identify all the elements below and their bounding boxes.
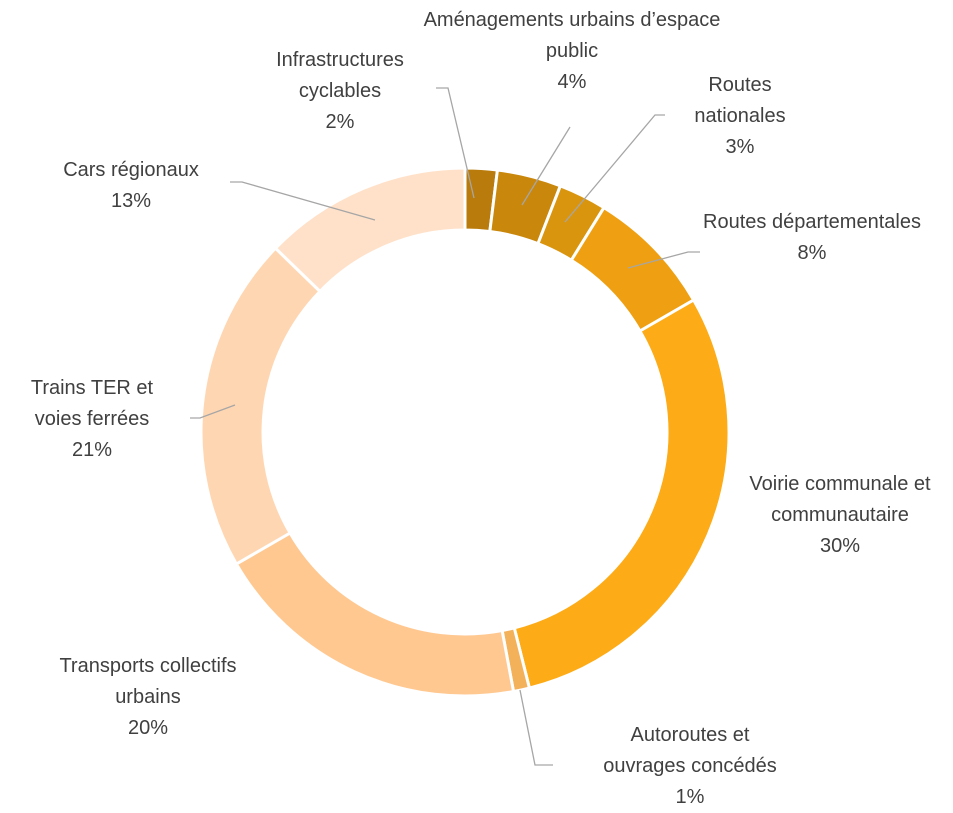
data-label: Aménagements urbains d’espace public 4% [422, 5, 722, 98]
data-label: Trains TER et voies ferrées 21% [17, 373, 167, 466]
category-label: Cars régionaux [63, 159, 199, 181]
category-label: Routes départementales [703, 211, 921, 233]
value-label: 1% [675, 786, 705, 808]
data-label: Routes nationales 3% [665, 70, 815, 163]
category-label: Autoroutes et ouvrages concédés [603, 724, 777, 777]
data-label: Voirie communale et communautaire 30% [735, 469, 945, 562]
donut-segment [199, 246, 323, 567]
donut-segment [234, 530, 516, 698]
value-label: 3% [725, 136, 755, 158]
category-label: Routes nationales [694, 74, 786, 127]
value-label: 20% [127, 717, 169, 739]
value-label: 2% [325, 111, 355, 133]
donut-segment [512, 297, 731, 690]
value-label: 21% [71, 439, 113, 461]
data-label: Routes départementales 8% [702, 207, 922, 269]
value-label: 8% [797, 242, 827, 264]
category-label: Aménagements urbains d’espace public [423, 9, 721, 62]
data-label: Infrastructures cyclables 2% [250, 45, 430, 138]
leader-line [190, 404, 236, 419]
value-label: 13% [110, 190, 152, 212]
value-label: 30% [819, 535, 861, 557]
category-label: Voirie communale et communautaire [749, 473, 931, 526]
data-label: Transports collectifs urbains 20% [58, 651, 238, 744]
category-label: Transports collectifs urbains [59, 655, 237, 708]
category-label: Trains TER et voies ferrées [30, 377, 154, 430]
data-label: Cars régionaux 13% [31, 155, 231, 217]
leader-line [564, 114, 665, 223]
leader-line [436, 87, 475, 199]
value-label: 4% [557, 71, 587, 93]
data-label: Autoroutes et ouvrages concédés 1% [590, 720, 790, 813]
donut-segment [273, 166, 467, 294]
leader-line [521, 126, 571, 206]
leader-line [230, 181, 376, 221]
leader-line [519, 689, 553, 766]
leader-line [627, 251, 700, 269]
category-label: Infrastructures cyclables [276, 49, 404, 102]
